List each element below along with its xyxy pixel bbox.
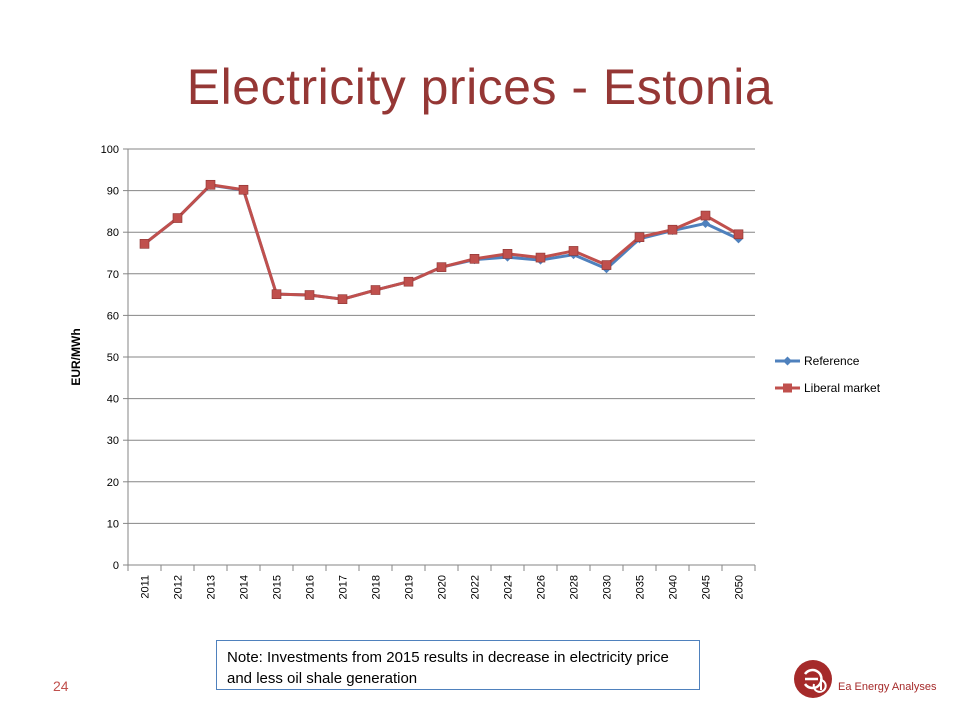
x-tick-label: 2024 [503, 575, 515, 599]
y-tick-label: 60 [107, 310, 119, 322]
data-point [601, 260, 612, 270]
y-tick-label: 100 [101, 144, 119, 156]
data-point [535, 252, 546, 263]
x-tick-label: 2019 [404, 575, 416, 599]
data-point [205, 179, 216, 190]
x-tick-label: 2020 [437, 575, 449, 599]
data-point [568, 246, 579, 256]
logo-text: Ea Energy Analyses [838, 681, 937, 693]
x-tick-label: 2050 [734, 575, 746, 599]
company-logo: Ea Energy Analyses [794, 660, 937, 700]
data-point [304, 290, 315, 300]
legend-marker [783, 356, 792, 366]
logo-mark-icon [794, 660, 832, 698]
x-tick-label: 2035 [635, 575, 647, 599]
data-point [733, 229, 744, 240]
x-tick-label: 2016 [305, 575, 317, 599]
x-tick-label: 2040 [668, 575, 680, 599]
y-tick-label: 10 [107, 518, 119, 530]
x-tick-label: 2026 [536, 575, 548, 599]
legend-label: Liberal market [804, 381, 881, 395]
data-point [667, 224, 678, 235]
data-point [172, 213, 183, 223]
x-tick-label: 2012 [173, 575, 185, 599]
y-axis-label: EUR/MWh [69, 328, 83, 385]
note-box: Note: Investments from 2015 results in d… [216, 640, 700, 690]
x-tick-label: 2022 [470, 575, 482, 599]
legend-label: Reference [804, 354, 860, 368]
y-tick-label: 0 [113, 560, 119, 572]
y-tick-label: 20 [107, 477, 119, 489]
y-tick-label: 30 [107, 435, 119, 447]
data-point [469, 254, 480, 264]
data-point [436, 262, 447, 272]
y-tick-label: 50 [107, 352, 119, 364]
x-tick-label: 2028 [569, 575, 581, 599]
data-point [370, 285, 381, 295]
x-tick-label: 2045 [701, 575, 713, 599]
y-tick-label: 40 [107, 394, 119, 406]
data-point [700, 210, 711, 221]
y-tick-label: 70 [107, 269, 119, 281]
series-line [143, 183, 740, 301]
x-tick-label: 2013 [206, 575, 218, 599]
slide-title: Electricity prices - Estonia [186, 59, 774, 115]
data-point [701, 218, 710, 228]
x-tick-label: 2017 [338, 575, 350, 599]
legend-marker [783, 383, 792, 393]
x-tick-label: 2015 [272, 575, 284, 599]
data-point [139, 239, 150, 249]
data-point [271, 289, 282, 299]
data-point [634, 232, 645, 242]
series-line [143, 183, 740, 301]
x-tick-label: 2030 [602, 575, 614, 599]
data-point [502, 249, 513, 259]
x-tick-label: 2018 [371, 575, 383, 599]
data-point [238, 184, 249, 195]
y-tick-label: 80 [107, 227, 119, 239]
page-number: 24 [53, 678, 69, 694]
data-point [403, 276, 414, 287]
x-tick-label: 2011 [140, 575, 152, 599]
data-point [337, 294, 348, 304]
y-tick-label: 90 [107, 186, 119, 198]
x-tick-label: 2014 [239, 575, 251, 599]
